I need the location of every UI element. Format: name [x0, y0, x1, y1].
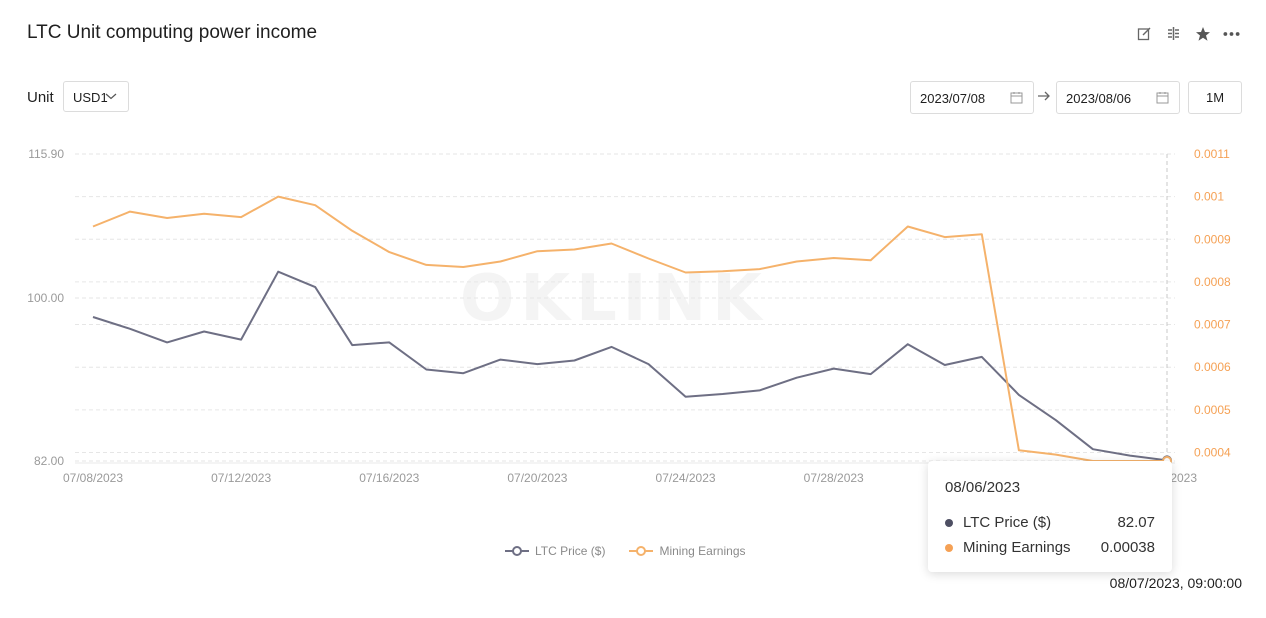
range-button[interactable]: 1M	[1188, 81, 1242, 114]
tooltip-series-name: Mining Earnings	[963, 539, 1071, 556]
y-right-tick-label: 0.0007	[1194, 318, 1231, 332]
series-line-ltc-price	[92, 270, 1168, 462]
tooltip-series-value: 82.07	[1117, 514, 1155, 531]
data-timestamp: 08/07/2023, 09:00:00	[1109, 575, 1242, 591]
unit-label: Unit	[27, 89, 54, 106]
calendar-icon	[1010, 92, 1023, 104]
series-dot	[945, 543, 953, 552]
y-left-tick-label: 82.00	[34, 454, 64, 468]
tooltip-row: Mining Earnings 0.00038	[945, 535, 1155, 560]
legend-item-ltc-price[interactable]: LTC Price ($)	[505, 544, 605, 558]
y-right-tick-label: 0.0004	[1194, 445, 1231, 459]
y-right-tick-label: 0.001	[1194, 190, 1224, 204]
x-tick-label: 07/12/2023	[211, 471, 271, 485]
arrow-right-icon	[1038, 91, 1050, 101]
unit-value: USD1	[73, 90, 108, 105]
legend-item-mining-earnings[interactable]: Mining Earnings	[629, 544, 746, 558]
legend-line-icon	[629, 546, 654, 556]
y-right-tick-label: 0.0008	[1194, 275, 1231, 289]
unit-select[interactable]: USD1	[63, 81, 129, 112]
tooltip-date: 08/06/2023	[945, 479, 1021, 496]
star-icon[interactable]	[1194, 25, 1211, 42]
calendar-icon	[1156, 92, 1169, 104]
y-right-tick-label: 0.0006	[1194, 360, 1231, 374]
legend-label: Mining Earnings	[659, 544, 746, 558]
more-icon[interactable]	[1223, 25, 1240, 42]
x-tick-label: 07/20/2023	[507, 471, 567, 485]
tooltip: 08/06/2023 LTC Price ($) 82.07 Mining Ea…	[928, 461, 1172, 572]
series-line-mining-earnings	[92, 195, 1167, 462]
legend-line-icon	[505, 546, 529, 556]
x-tick-label: 07/28/2023	[804, 471, 864, 485]
chart-title: LTC Unit computing power income	[27, 22, 318, 43]
y-right-tick-label: 0.0009	[1194, 232, 1231, 246]
start-date-value: 2023/07/08	[920, 91, 986, 106]
start-date-input[interactable]: 2023/07/08	[910, 81, 1034, 114]
y-right-tick-label: 0.0005	[1194, 403, 1231, 417]
edit-icon[interactable]	[1136, 25, 1153, 42]
x-tick-label: 07/16/2023	[359, 471, 419, 485]
end-date-input[interactable]: 2023/08/06	[1056, 81, 1180, 114]
watermark: OKLINK	[460, 262, 768, 336]
tooltip-series-value: 0.00038	[1100, 539, 1155, 556]
toolbar	[1136, 25, 1240, 42]
y-left-tick-label: 100.00	[27, 291, 64, 305]
end-date-value: 2023/08/06	[1066, 91, 1132, 106]
legend: LTC Price ($) Mining Earnings	[505, 544, 746, 558]
chevron-down-icon	[105, 93, 117, 100]
tooltip-row: LTC Price ($) 82.07	[945, 510, 1155, 535]
x-tick-label: 07/24/2023	[656, 471, 716, 485]
split-icon[interactable]	[1165, 25, 1182, 42]
y-right-tick-label: 0.0011	[1194, 147, 1230, 161]
x-tick-label: 07/08/2023	[63, 471, 123, 485]
tooltip-series-name: LTC Price ($)	[963, 514, 1052, 531]
series-dot	[945, 518, 953, 527]
legend-label: LTC Price ($)	[535, 544, 606, 558]
y-left-tick-label: 115.90	[28, 147, 64, 161]
